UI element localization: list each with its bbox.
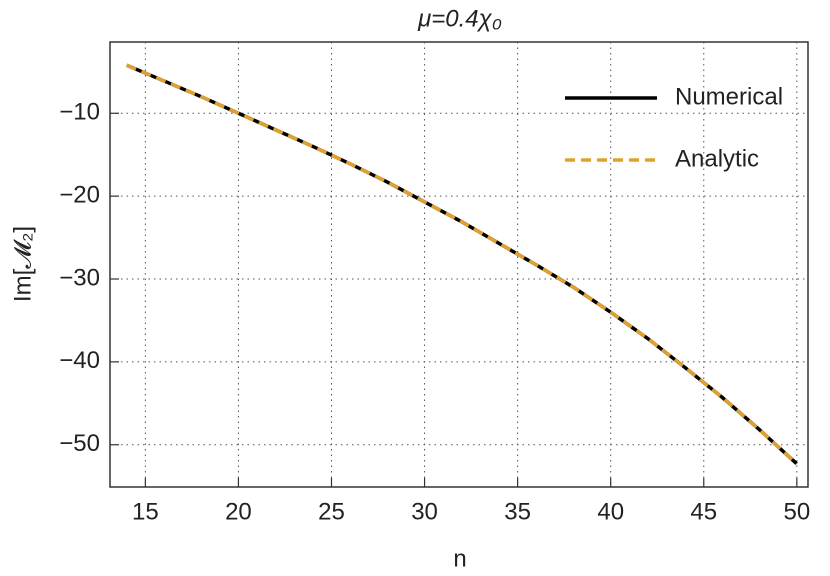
x-tick-label: 30: [411, 498, 438, 525]
x-axis-label: n: [453, 545, 466, 572]
y-tick-label: −40: [59, 347, 100, 374]
y-axis-label: Im[𝓜₂]: [9, 226, 36, 302]
line-series: [126, 63, 799, 466]
y-tick-label: −50: [59, 430, 100, 457]
x-tick-label: 35: [504, 498, 531, 525]
line-series: [126, 63, 799, 466]
x-tick-label: 20: [225, 498, 252, 525]
legend-label: Analytic: [675, 145, 759, 172]
y-tick-label: −10: [59, 99, 100, 126]
x-tick-label: 45: [690, 498, 717, 525]
legend-label: Numerical: [675, 83, 783, 110]
plot-frame: [109, 41, 809, 488]
x-tick-label: 15: [132, 498, 159, 525]
chart-title: μ=0.4χ₀: [417, 5, 502, 32]
y-tick-label: −30: [59, 264, 100, 291]
x-tick-label: 25: [318, 498, 345, 525]
y-tick-label: −20: [59, 181, 100, 208]
x-tick-label: 50: [783, 498, 810, 525]
x-tick-label: 40: [597, 498, 624, 525]
